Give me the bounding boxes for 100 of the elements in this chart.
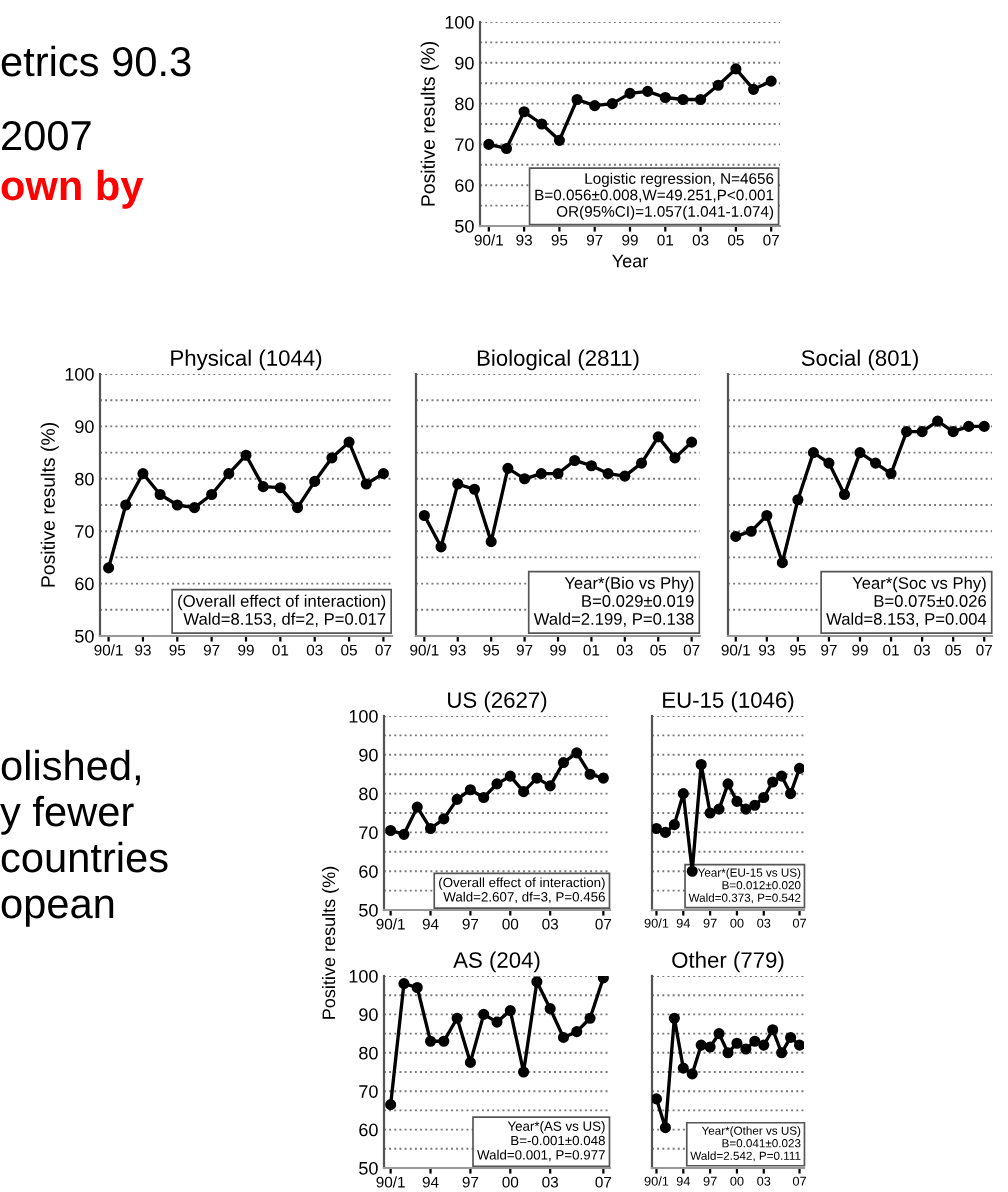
point: [659, 91, 671, 104]
point: [206, 488, 218, 501]
point: [438, 1035, 450, 1047]
point: [535, 468, 547, 480]
point: [767, 776, 779, 788]
point: [483, 138, 495, 150]
point: [767, 1024, 779, 1036]
point: [731, 795, 743, 807]
point: [854, 447, 866, 459]
point: [485, 536, 497, 548]
point: [257, 481, 269, 493]
point: [695, 758, 707, 771]
point: [932, 415, 944, 427]
point: [776, 770, 788, 782]
point: [504, 1005, 516, 1017]
point: [704, 807, 716, 819]
point: [589, 100, 601, 112]
point: [502, 462, 514, 474]
y-tick-label: 50: [359, 1161, 378, 1175]
point: [518, 786, 530, 798]
point: [792, 494, 804, 506]
point: [531, 976, 543, 988]
y-tick-label: 50: [359, 903, 378, 917]
text: etrics 90.3: [1, 45, 191, 77]
y-axis-title: Positive results (%): [420, 42, 439, 206]
y-tick-label: 80: [359, 1046, 378, 1060]
point: [765, 75, 777, 87]
y-tick-label: 70: [359, 1085, 378, 1098]
y-tick-label: 50: [75, 629, 94, 643]
y-tick-label: 70: [359, 826, 378, 840]
y-tick-label: 90: [455, 56, 474, 70]
point: [478, 1008, 490, 1020]
point: [518, 106, 530, 118]
point: [606, 98, 618, 110]
y-tick-label: 100: [349, 969, 378, 983]
y-tick-label: 70: [455, 138, 474, 152]
point: [326, 452, 338, 464]
point: [451, 1012, 463, 1024]
point: [807, 447, 819, 459]
point: [916, 426, 928, 438]
point: [731, 1037, 743, 1049]
point: [659, 826, 671, 838]
point: [669, 452, 681, 464]
point: [978, 420, 990, 432]
text: opean: [1, 895, 114, 927]
chart-title: US (2627): [448, 691, 547, 713]
y-tick-label: 100: [445, 15, 474, 29]
point: [635, 457, 648, 469]
point: [103, 562, 115, 574]
point: [761, 509, 773, 522]
chart-title: Biological (2811): [477, 349, 639, 371]
point: [274, 482, 286, 494]
text: countries: [1, 841, 168, 873]
point: [468, 483, 481, 495]
chart-title: Other (779): [672, 951, 784, 973]
point: [785, 1031, 797, 1043]
point: [343, 436, 355, 448]
point: [424, 1035, 437, 1047]
point: [360, 478, 372, 490]
point: [695, 1039, 707, 1051]
y-tick-label: 70: [75, 525, 94, 538]
point: [740, 1043, 752, 1055]
point: [659, 1122, 671, 1134]
point: [885, 468, 897, 480]
point: [677, 93, 689, 106]
point: [569, 454, 581, 467]
point: [171, 499, 183, 511]
point: [531, 772, 543, 784]
point: [120, 499, 132, 511]
point: [435, 541, 447, 553]
point: [584, 1012, 596, 1024]
y-tick-label: 50: [455, 219, 474, 233]
annotation: (Overall effect of interaction) Wald=8.153, df=2, P=0.017: [178, 594, 386, 627]
y-tick-label: 90: [359, 1008, 378, 1022]
chart-title: Physical (1044): [171, 349, 322, 371]
point: [776, 1047, 788, 1059]
point: [557, 757, 570, 769]
point: [552, 468, 564, 480]
point: [838, 488, 851, 501]
point: [518, 1066, 530, 1078]
point: [411, 981, 423, 994]
point: [377, 468, 389, 480]
point: [713, 1028, 725, 1040]
annotation: Year*(Bio vs Phy) B=0.029±0.019 Wald=2.199, P=0.138: [533, 576, 694, 627]
point: [869, 457, 882, 469]
point: [491, 1016, 503, 1028]
point: [652, 1093, 663, 1105]
point: [491, 778, 503, 790]
point: [793, 1039, 804, 1051]
point: [947, 426, 959, 438]
point: [704, 1041, 716, 1053]
point: [776, 557, 788, 569]
point: [597, 772, 609, 784]
chart-title: EU-15 (1046): [663, 691, 794, 713]
point: [137, 468, 149, 480]
point: [438, 813, 450, 825]
point: [695, 93, 707, 106]
point: [519, 473, 531, 485]
text: y fewer: [0, 795, 134, 835]
point: [668, 1012, 680, 1024]
